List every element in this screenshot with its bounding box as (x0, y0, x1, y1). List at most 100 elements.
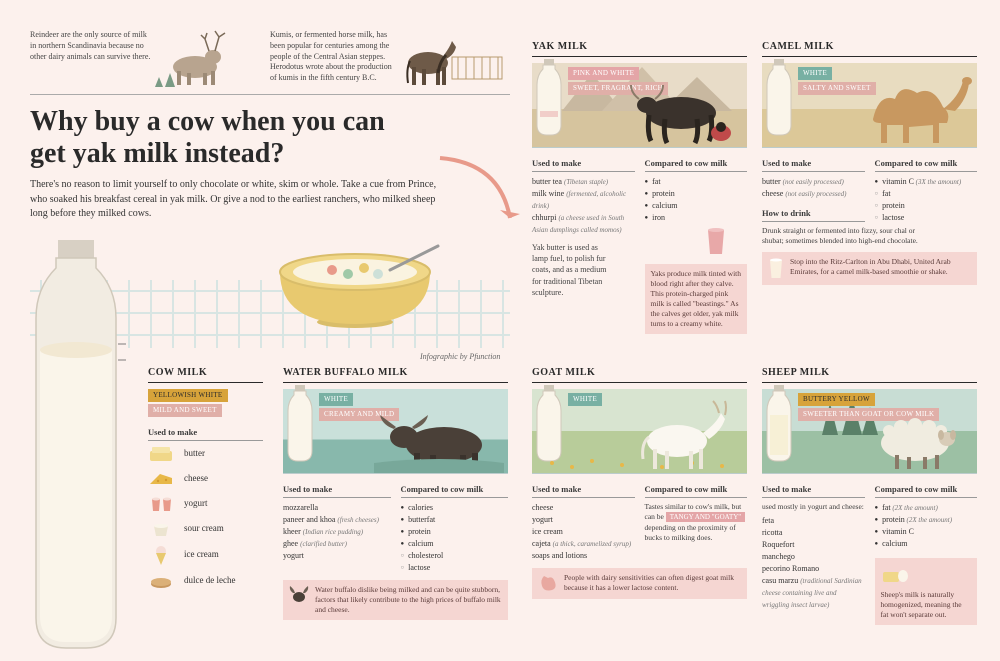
intro-text: There's no reason to limit yourself to o… (30, 178, 440, 222)
sheep-make-intro: used mostly in yogurt and cheese: (762, 502, 865, 512)
icecream-icon (148, 545, 174, 565)
make-item: casu marzu (traditional Sardinian cheese… (762, 575, 865, 611)
make-item: butter (not easily processed) (762, 176, 865, 188)
compare-item: protein (645, 188, 748, 200)
make-item: soaps and lotions (532, 550, 635, 562)
cow-milk-panel: COW MILK YELLOWISH WHITE MILD AND SWEET … (148, 366, 263, 597)
camel-compare-list: vitamin C (3X the amount)fatproteinlacto… (875, 176, 978, 224)
yak-callout: Yaks produce milk tinted with blood righ… (645, 264, 748, 335)
compare-item: fat (875, 188, 978, 200)
make-item: ghee (clarified butter) (283, 538, 391, 550)
camel-bottle-icon (764, 59, 794, 137)
buffalo-callout: Water buffalo dislike being milked and c… (283, 580, 508, 620)
cow-milk-bottle (26, 240, 126, 660)
make-item: paneer and khoa (fresh cheeses) (283, 514, 391, 526)
compare-item: lactose (401, 562, 509, 574)
buffalo-illustration (374, 403, 504, 473)
cow-used-to-make-label: Used to make (148, 427, 263, 441)
divider (30, 94, 510, 95)
make-item: butter tea (Tibetan staple) (532, 176, 635, 188)
dulce-icon (148, 572, 174, 590)
buffalo-make-list: mozzarella paneer and khoa (fresh cheese… (283, 502, 391, 562)
make-item: yogurt (283, 550, 391, 562)
cow-milk-title: COW MILK (148, 366, 263, 383)
yak-glass-icon (705, 228, 727, 256)
make-item: ricotta (762, 527, 865, 539)
buffalo-tag-color: WHITE (319, 393, 353, 406)
camel-callout: Stop into the Ritz-Carlton in Abu Dhabi,… (762, 252, 977, 285)
goat-compare-label: Compared to cow milk (645, 484, 748, 498)
compare-item: cholesterol (401, 550, 509, 562)
buffalo-compare-list: caloriesbutterfatproteincalciumcholester… (401, 502, 509, 574)
cow-product-butter: butter (184, 447, 205, 461)
goat-title: GOAT MILK (532, 366, 747, 383)
compare-item: fat (2X the amount) (875, 502, 978, 514)
reindeer-fact: Reindeer are the only source of milk in … (30, 30, 155, 62)
yak-compare-label: Compared to cow milk (645, 158, 748, 172)
compare-item: vitamin C (3X the amount) (875, 176, 978, 188)
horse-illustration (398, 25, 503, 87)
compare-item: protein (401, 526, 509, 538)
sheep-panel: SHEEP MILK BUTTERY YELLOW SWEETER THAN G… (762, 366, 977, 625)
compare-item: butterfat (401, 514, 509, 526)
yak-make-list: butter tea (Tibetan staple)milk wine (fe… (532, 176, 635, 236)
camel-tag-color: WHITE (798, 67, 832, 80)
cheese-icon (148, 470, 174, 488)
stomach-icon (538, 574, 558, 594)
cereal-bowl-illustration (260, 232, 450, 342)
compare-item: vitamin C (875, 526, 978, 538)
arrow-illustration (430, 148, 525, 243)
goat-make-list: cheese yogurt ice cream cajeta (a thick,… (532, 502, 635, 562)
sheep-bottle-icon (764, 385, 794, 463)
yak-title: YAK MILK (532, 40, 747, 57)
yogurt-icon (148, 495, 174, 513)
make-item: kheer (Indian rice pudding) (283, 526, 391, 538)
page-title: Why buy a cow when you can get yak milk … (30, 106, 410, 170)
camel-panel: CAMEL MILK WHITE SALTY AND SWEET Used to… (762, 40, 977, 285)
camel-make-label: Used to make (762, 158, 865, 172)
sheep-title: SHEEP MILK (762, 366, 977, 383)
make-item: manchego (762, 551, 865, 563)
buffalo-make-label: Used to make (283, 484, 391, 498)
compare-item: iron (645, 212, 748, 224)
sheep-make-list: feta ricotta Roquefort manchego pecorino… (762, 515, 865, 611)
make-item: ice cream (532, 526, 635, 538)
compare-item: calcium (401, 538, 509, 550)
goat-tag-color: WHITE (568, 393, 602, 406)
yak-bottle-icon (534, 59, 564, 137)
cow-product-yogurt: yogurt (184, 497, 208, 511)
yak-note: Yak butter is used as lamp fuel, to poli… (532, 242, 612, 298)
sheep-illustration (859, 405, 969, 471)
cow-products-list: butter cheese yogurt sour cream ice crea… (148, 445, 263, 590)
camel-drink-label: How to drink (762, 208, 865, 222)
yak-panel: YAK MILK PINK AND WHITE SWEET, FRAGRANT,… (532, 40, 747, 334)
make-item: chhurpi (a cheese used in South Asian du… (532, 212, 635, 236)
buffalo-head-icon (289, 586, 309, 604)
camel-make-list: butter (not easily processed)cheese (not… (762, 176, 865, 200)
sheep-make-label: Used to make (762, 484, 865, 498)
camel-compare-label: Compared to cow milk (875, 158, 978, 172)
compare-item: calcium (875, 538, 978, 550)
compare-item: protein (875, 200, 978, 212)
camel-illustration (843, 69, 973, 145)
yak-callout-text: Yaks produce milk tinted with blood righ… (651, 269, 742, 330)
buffalo-compare-label: Compared to cow milk (401, 484, 509, 498)
goat-panel: GOAT MILK WHITE Used to make cheese yogu… (532, 366, 747, 599)
compare-item: calcium (645, 200, 748, 212)
compare-item: calories (401, 502, 509, 514)
make-item: pecorino Romano (762, 563, 865, 575)
make-item: milk wine (fermented, alcoholic drink) (532, 188, 635, 212)
make-item: mozzarella (283, 502, 391, 514)
sheep-compare-list: fat (2X the amount)protein (2X the amoun… (875, 502, 978, 550)
sourcream-icon (148, 520, 174, 538)
goat-compare-text: Tastes similar to cow's milk, but can be… (645, 502, 748, 543)
sheep-callout: Sheep's milk is naturally homogenized, m… (875, 558, 978, 625)
reindeer-illustration (155, 25, 235, 87)
yak-make-label: Used to make (532, 158, 635, 172)
goat-callout: People with dairy sensitivities can ofte… (532, 568, 747, 599)
compare-item: fat (645, 176, 748, 188)
camel-drink-text: Drunk straight or fermented into fizzy, … (762, 226, 922, 246)
make-item: cheese (532, 502, 635, 514)
make-item: cajeta (a thick, caramelized syrup) (532, 538, 635, 550)
cow-tag-color: YELLOWISH WHITE (148, 389, 228, 402)
